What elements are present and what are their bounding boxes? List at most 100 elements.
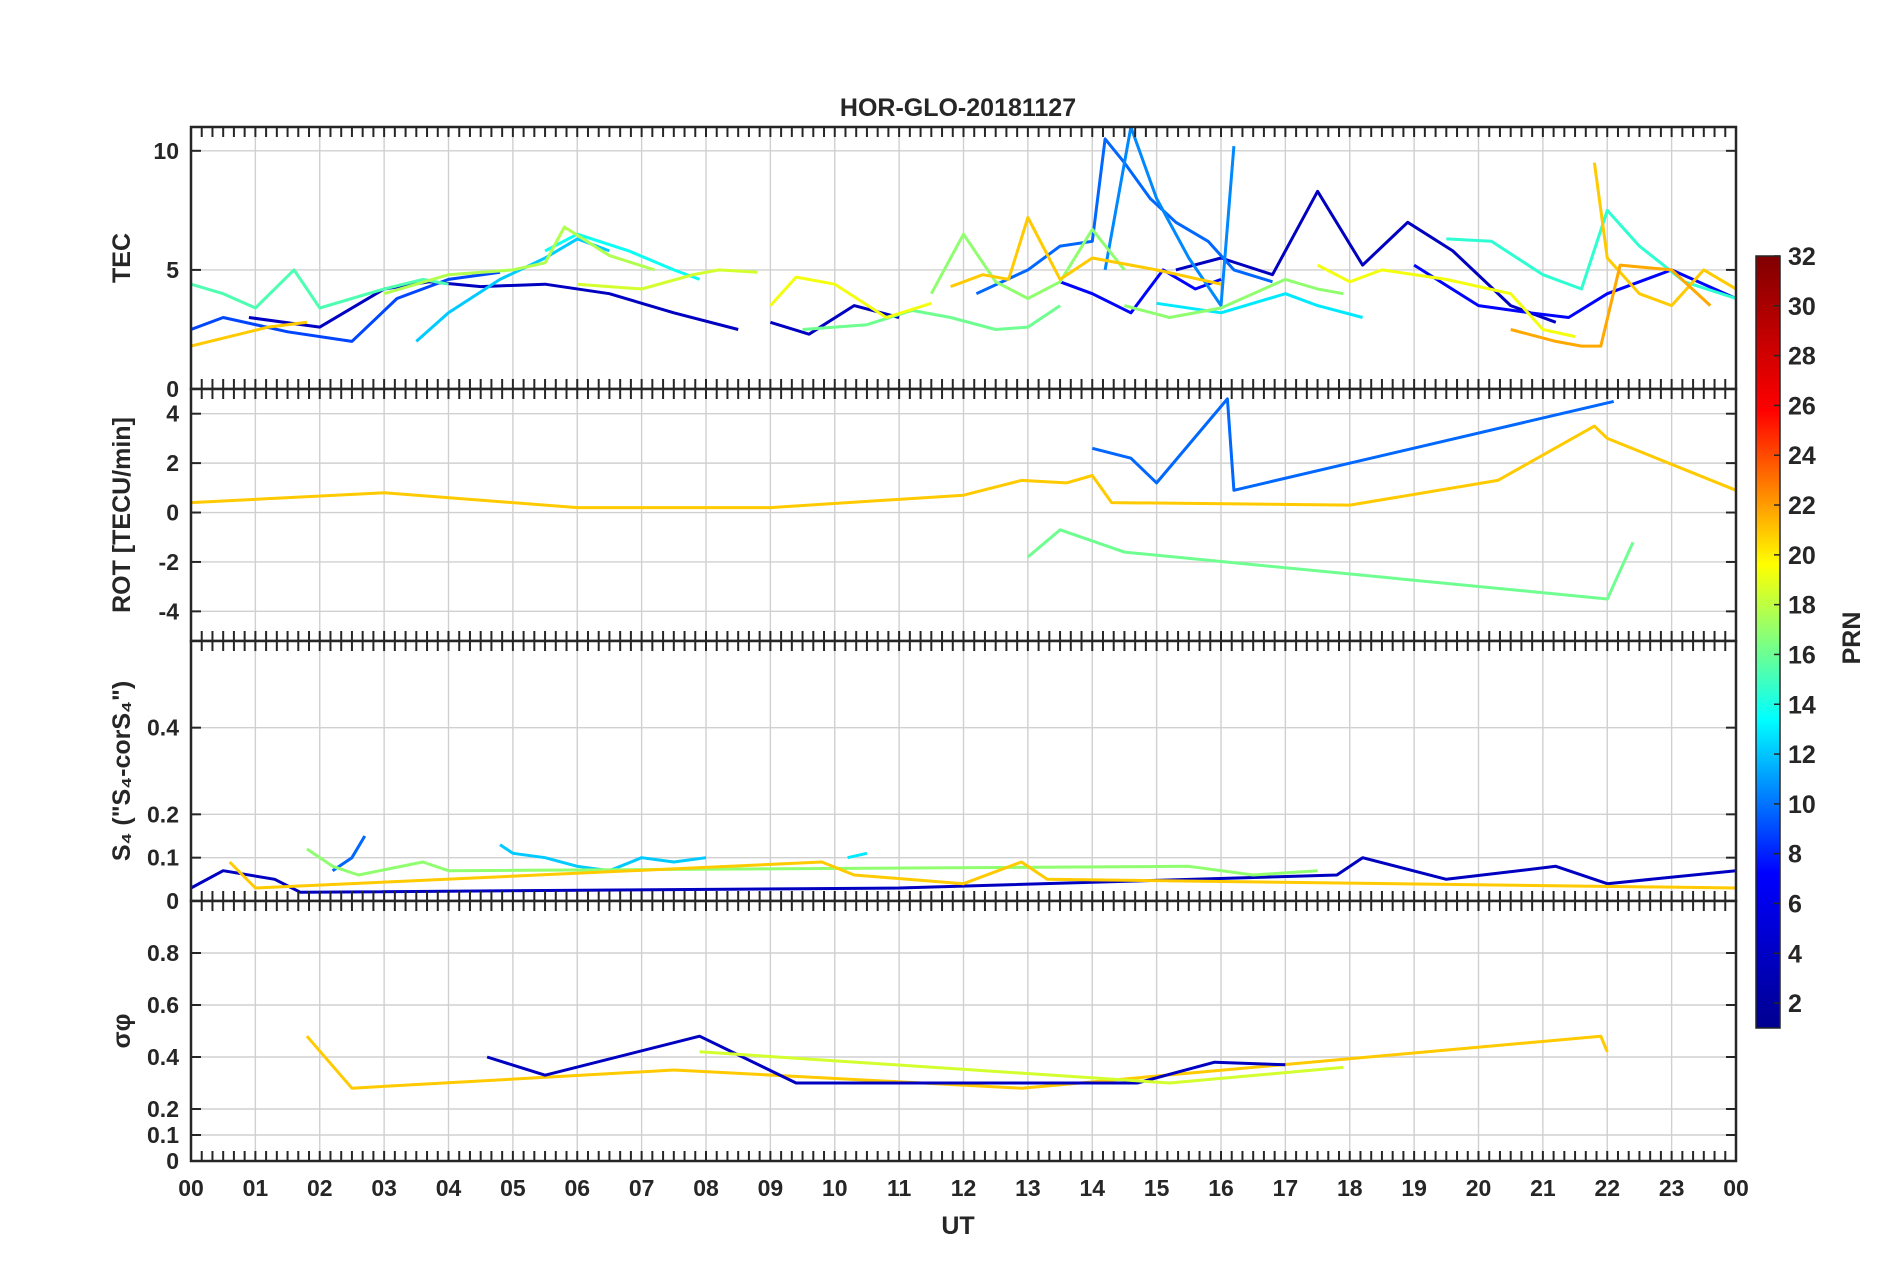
x-tick-label: 18 bbox=[1337, 1175, 1363, 1201]
x-tick-label: 06 bbox=[564, 1175, 590, 1201]
y-tick-label: 0.4 bbox=[147, 715, 179, 741]
panel-tec-ticks bbox=[190, 127, 1737, 390]
y-tick-label: 0.4 bbox=[147, 1044, 179, 1070]
x-tick-label: 00 bbox=[178, 1175, 204, 1201]
colorbar-tick-label: 32 bbox=[1788, 243, 1816, 271]
chart-title: HOR-GLO-20181127 bbox=[840, 94, 1076, 122]
x-tick-label: 09 bbox=[758, 1175, 784, 1201]
series-line-prn-16 bbox=[802, 304, 1061, 331]
series-line-prn-17 bbox=[1124, 277, 1344, 319]
y-tick-label: 0 bbox=[166, 376, 179, 402]
panel-sigma-ylabel: σφ bbox=[108, 1014, 136, 1049]
y-tick-label: 2 bbox=[166, 450, 179, 476]
colorbar-tick-label: 12 bbox=[1788, 741, 1816, 769]
series-line-prn-22 bbox=[191, 320, 308, 348]
x-tick-label: 04 bbox=[436, 1175, 462, 1201]
series-line-prn-23 bbox=[1510, 263, 1712, 348]
series-line-prn-9 bbox=[1103, 127, 1236, 308]
series-line-prn-17 bbox=[306, 847, 1318, 877]
panel-rot-ticks bbox=[190, 389, 1737, 641]
colorbar-tick-label: 24 bbox=[1788, 442, 1816, 470]
colorbar-tick-label: 4 bbox=[1788, 940, 1802, 968]
x-axis-label: UT bbox=[941, 1212, 974, 1240]
x-axis: UT 00 01 02 03 04 05 06 07 08 09 10 11 12 13 14 15 16 17 1… bbox=[178, 1175, 1749, 1240]
colorbar-tick-label: 20 bbox=[1788, 542, 1816, 570]
y-tick-label: 0.2 bbox=[147, 801, 179, 827]
x-tick-label: 11 bbox=[887, 1175, 912, 1201]
x-tick-label: 12 bbox=[951, 1175, 977, 1201]
y-tick-label: 0.6 bbox=[147, 992, 179, 1018]
y-tick-label: 0.1 bbox=[147, 845, 179, 871]
y-tick-label: -4 bbox=[159, 598, 180, 624]
x-tick-label: 20 bbox=[1466, 1175, 1492, 1201]
series-line-prn-22 bbox=[228, 860, 1736, 890]
series-line-prn-8 bbox=[331, 835, 367, 872]
series-line-prn-12 bbox=[1156, 292, 1363, 319]
x-tick-label: 01 bbox=[243, 1175, 269, 1201]
colorbar-tick-label: 28 bbox=[1788, 343, 1816, 371]
panel-sigma-ticks bbox=[190, 901, 1737, 1162]
y-tick-label: 5 bbox=[166, 257, 179, 283]
x-tick-label: 03 bbox=[371, 1175, 397, 1201]
x-tick-label: 17 bbox=[1273, 1175, 1299, 1201]
colorbar-tick-label: 10 bbox=[1788, 791, 1816, 819]
series-line-prn-22 bbox=[950, 216, 1222, 289]
colorbar-tick-label: 18 bbox=[1788, 592, 1816, 620]
x-tick-label: 15 bbox=[1144, 1175, 1170, 1201]
x-tick-label: 02 bbox=[307, 1175, 333, 1201]
y-tick-label: 0.1 bbox=[147, 1122, 179, 1148]
colorbar-tick-label: 8 bbox=[1788, 841, 1802, 869]
y-tick-label: 0 bbox=[166, 500, 179, 526]
colorbar-tick-label: 30 bbox=[1788, 293, 1816, 321]
panel-tec: 0 5 10 TEC bbox=[108, 125, 1738, 402]
colorbar-tick-label: 16 bbox=[1788, 641, 1816, 669]
series-line-prn-18 bbox=[383, 225, 655, 296]
series-line-prn-22 bbox=[305, 1034, 1609, 1090]
x-tick-label: 22 bbox=[1594, 1175, 1620, 1201]
series-line-prn-19 bbox=[577, 268, 758, 291]
panel-rot-ylabel: ROT [TECU/min] bbox=[108, 417, 136, 613]
series-line-prn-20 bbox=[769, 275, 932, 319]
series-line-prn-3 bbox=[248, 280, 739, 331]
panel-tec-ylabel: TEC bbox=[108, 233, 136, 283]
series-line-prn-8 bbox=[1091, 397, 1615, 492]
series-line-prn-3 bbox=[486, 1034, 1286, 1085]
x-tick-label: 21 bbox=[1530, 1175, 1556, 1201]
colorbar-tick-label: 14 bbox=[1788, 691, 1816, 719]
colorbar-label: PRN bbox=[1838, 612, 1866, 665]
panel-s4-series bbox=[191, 835, 1736, 894]
y-tick-label: 4 bbox=[166, 401, 179, 427]
y-tick-label: 10 bbox=[153, 138, 179, 164]
series-line-prn-17 bbox=[929, 227, 1126, 300]
panel-s4-ticks bbox=[190, 641, 1737, 902]
x-tick-label: 13 bbox=[1015, 1175, 1041, 1201]
colorbar-tick-label: 22 bbox=[1788, 492, 1816, 520]
series-line-prn-16 bbox=[1026, 528, 1635, 601]
panel-s4: 0 0.1 0.2 0.4 S₄ ("S₄-corS₄") bbox=[108, 639, 1738, 914]
series-line-prn-13 bbox=[544, 232, 701, 281]
x-tick-label: 16 bbox=[1208, 1175, 1234, 1201]
x-tick-label: 14 bbox=[1079, 1175, 1105, 1201]
y-tick-label: 0 bbox=[166, 888, 179, 914]
series-line-prn-3 bbox=[1175, 189, 1557, 324]
panel-s4-ylabel: S₄ ("S₄-corS₄") bbox=[108, 681, 136, 861]
colorbar-tick-label: 6 bbox=[1788, 890, 1802, 918]
panel-sigma: 00.10.2 0.4 0.6 0.8 σφ bbox=[108, 899, 1738, 1174]
x-tick-label: 23 bbox=[1659, 1175, 1685, 1201]
series-line-prn-19 bbox=[699, 1050, 1344, 1085]
series-line-prn-20 bbox=[1316, 263, 1576, 339]
panel-rot-series bbox=[191, 397, 1736, 601]
series-line-prn-12 bbox=[847, 851, 868, 860]
series-line-prn-15 bbox=[191, 268, 449, 310]
colorbar-gradient bbox=[1755, 255, 1781, 1029]
y-tick-label: -2 bbox=[159, 549, 179, 575]
x-tick-label: 05 bbox=[500, 1175, 526, 1201]
colorbar-tick-label: 26 bbox=[1788, 392, 1816, 420]
panel-tec-series bbox=[191, 127, 1736, 348]
panel-rot: -4 -2 0 2 4 ROT [TECU/min] bbox=[108, 387, 1738, 643]
y-tick-label: 0.2 bbox=[147, 1096, 179, 1122]
series-line-prn-5 bbox=[1059, 268, 1222, 315]
panel-rot-grid bbox=[190, 389, 1737, 641]
